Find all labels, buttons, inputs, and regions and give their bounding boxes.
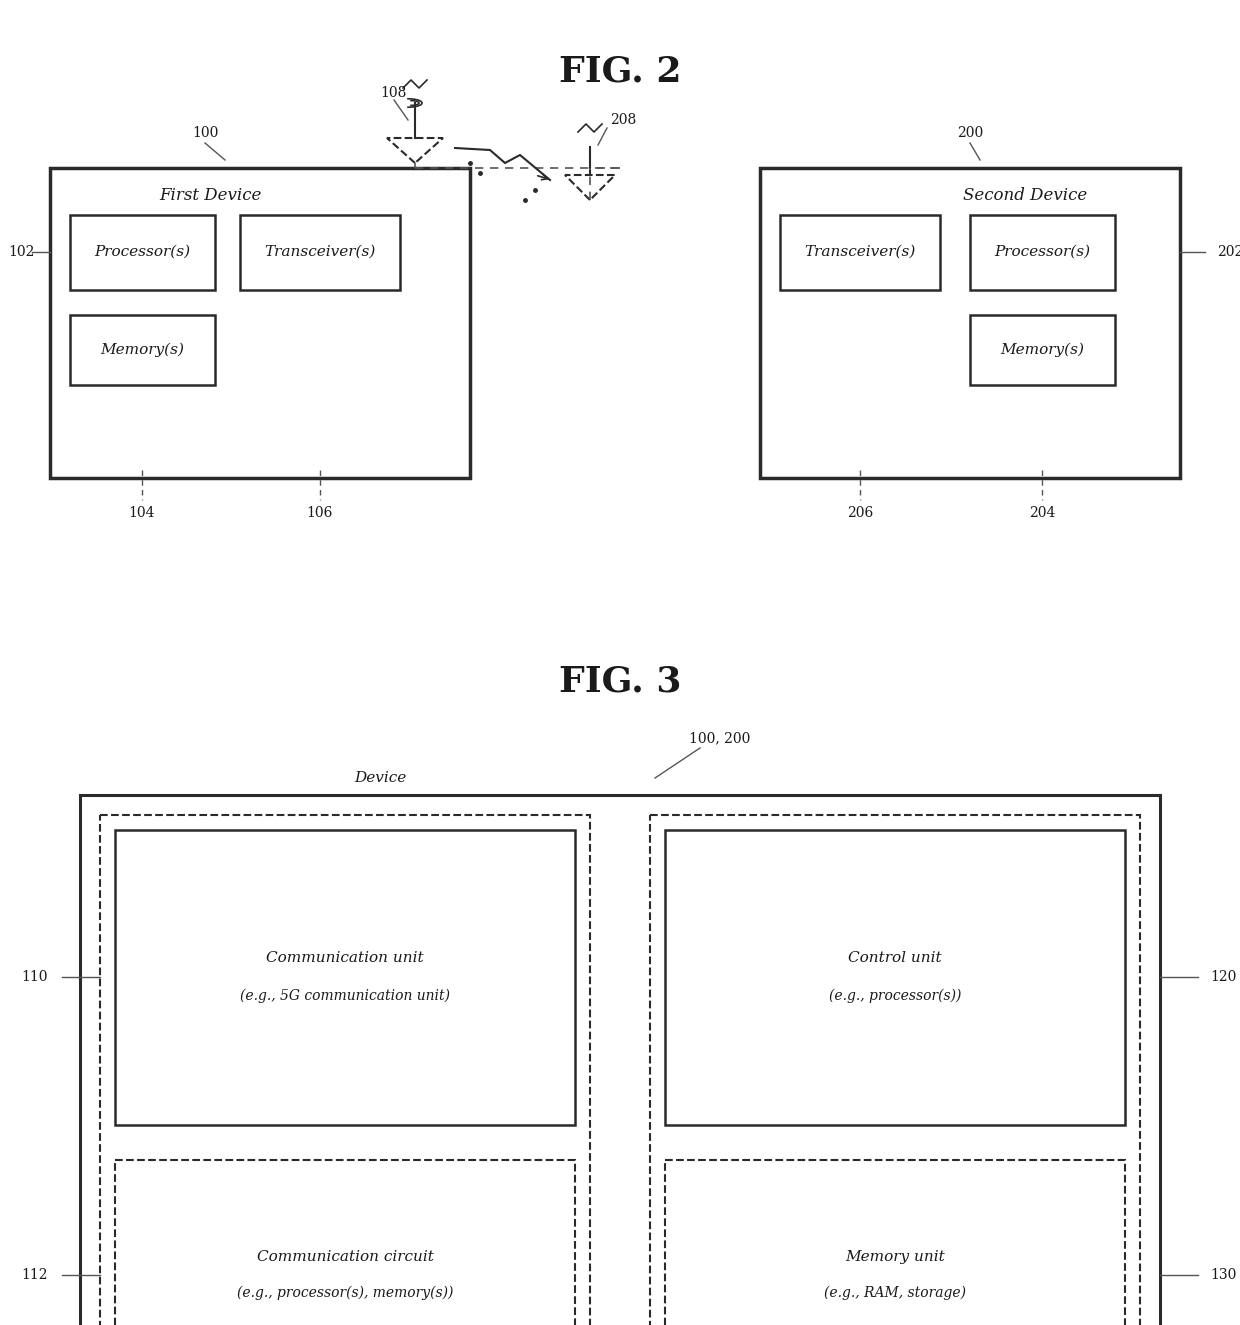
Text: (e.g., RAM, storage): (e.g., RAM, storage)	[825, 1285, 966, 1300]
Text: 206: 206	[847, 506, 873, 519]
Text: 112: 112	[21, 1268, 48, 1283]
Bar	[241, 215, 401, 290]
Text: Device: Device	[353, 771, 407, 784]
Text: 100: 100	[192, 126, 218, 140]
Text: Control unit: Control unit	[848, 950, 942, 965]
Text: FIG. 3: FIG. 3	[559, 665, 681, 700]
Bar	[115, 1159, 575, 1325]
Text: 200: 200	[957, 126, 983, 140]
Bar	[780, 215, 940, 290]
Bar	[970, 215, 1115, 290]
Bar	[115, 829, 575, 1125]
Text: (e.g., processor(s), memory(s)): (e.g., processor(s), memory(s))	[237, 1285, 453, 1300]
Bar	[69, 315, 215, 386]
Text: Transceiver(s): Transceiver(s)	[805, 245, 915, 258]
Text: 202: 202	[1216, 245, 1240, 258]
Text: Communication unit: Communication unit	[267, 950, 424, 965]
Text: First Device: First Device	[159, 188, 262, 204]
Text: Processor(s): Processor(s)	[994, 245, 1090, 258]
Text: 130: 130	[1210, 1268, 1236, 1283]
Text: Communication circuit: Communication circuit	[257, 1249, 434, 1264]
Text: 106: 106	[306, 506, 334, 519]
Bar	[100, 815, 590, 1325]
Text: Processor(s): Processor(s)	[94, 245, 190, 258]
Text: 104: 104	[129, 506, 155, 519]
Text: Transceiver(s): Transceiver(s)	[264, 245, 376, 258]
Text: (e.g., 5G communication unit): (e.g., 5G communication unit)	[241, 988, 450, 1003]
Text: 108: 108	[379, 86, 407, 99]
Text: Memory(s): Memory(s)	[999, 343, 1084, 358]
Text: Memory unit: Memory unit	[846, 1249, 945, 1264]
Text: (e.g., processor(s)): (e.g., processor(s))	[828, 988, 961, 1003]
Bar	[81, 795, 1159, 1325]
Bar	[50, 168, 470, 478]
Text: 120: 120	[1210, 970, 1236, 984]
Bar	[665, 829, 1125, 1125]
Bar	[760, 168, 1180, 478]
Text: 100, 200: 100, 200	[689, 731, 750, 745]
Text: 208: 208	[610, 113, 636, 127]
Text: 110: 110	[21, 970, 48, 984]
Bar	[970, 315, 1115, 386]
Text: 102: 102	[9, 245, 35, 258]
Bar	[650, 815, 1140, 1325]
Text: FIG. 2: FIG. 2	[559, 56, 681, 89]
Bar	[665, 1159, 1125, 1325]
Bar	[69, 215, 215, 290]
Text: 204: 204	[1029, 506, 1055, 519]
Text: Memory(s): Memory(s)	[100, 343, 184, 358]
Text: Second Device: Second Device	[963, 188, 1087, 204]
